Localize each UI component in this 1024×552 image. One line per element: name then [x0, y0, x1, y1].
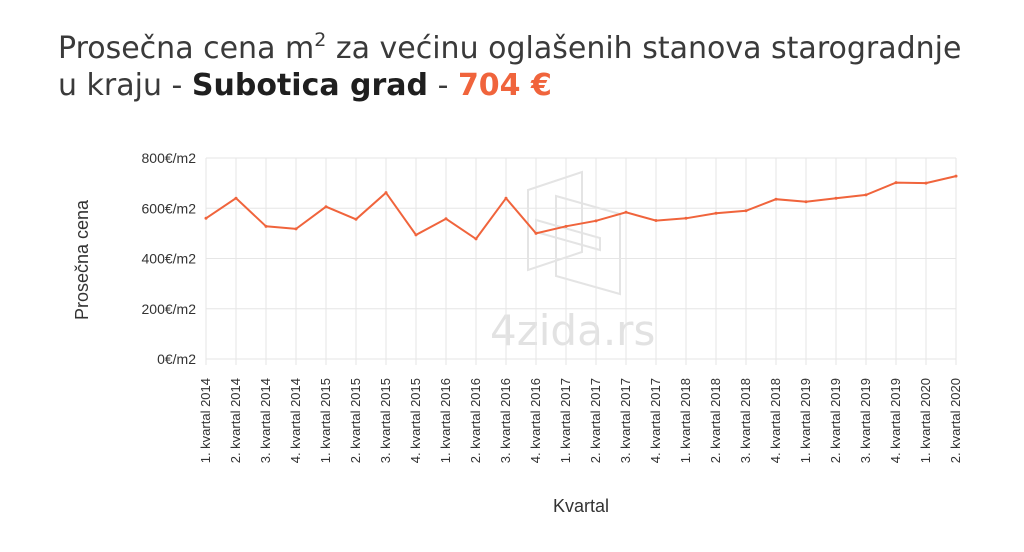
x-tick-label: 3. kvartal 2018 — [738, 378, 753, 463]
x-tick-label: 1. kvartal 2014 — [198, 378, 213, 463]
x-tick-label: 1. kvartal 2020 — [918, 378, 933, 463]
x-tick-label: 2. kvartal 2016 — [468, 378, 483, 463]
data-point — [534, 231, 538, 235]
y-tick-label: 0€/m2 — [157, 351, 196, 367]
data-point — [204, 216, 208, 220]
y-tick-label: 800€/m2 — [142, 150, 197, 166]
data-point — [234, 196, 238, 200]
x-tick-label: 1. kvartal 2018 — [678, 378, 693, 463]
data-point — [444, 217, 448, 221]
data-point — [594, 219, 598, 223]
data-point — [354, 217, 358, 221]
x-tick-label: 4. kvartal 2015 — [408, 378, 423, 463]
data-point — [774, 197, 778, 201]
data-point — [894, 181, 898, 185]
data-point — [834, 196, 838, 200]
watermark-text: 4zida.rs — [490, 306, 655, 355]
data-point — [954, 174, 958, 178]
data-point — [564, 224, 568, 228]
data-point — [294, 227, 298, 231]
x-tick-label: 3. kvartal 2014 — [258, 378, 273, 463]
x-tick-label: 2. kvartal 2020 — [948, 378, 963, 463]
title-location: Subotica grad — [191, 68, 429, 103]
data-point — [324, 205, 328, 209]
data-point — [744, 209, 748, 213]
data-point — [864, 193, 868, 197]
x-tick-label: 2. kvartal 2019 — [828, 378, 843, 463]
x-tick-label: 1. kvartal 2017 — [558, 378, 573, 463]
x-tick-label: 2. kvartal 2015 — [348, 378, 363, 463]
data-point — [474, 237, 478, 241]
x-tick-label: 1. kvartal 2015 — [318, 378, 333, 463]
data-point — [414, 233, 418, 237]
x-tick-label: 1. kvartal 2016 — [438, 378, 453, 463]
data-point — [384, 191, 388, 195]
grid — [205, 157, 957, 365]
x-tick-label: 2. kvartal 2014 — [228, 378, 243, 463]
y-tick-label: 400€/m2 — [142, 251, 197, 267]
x-tick-label: 4. kvartal 2018 — [768, 378, 783, 463]
data-point — [714, 211, 718, 215]
x-tick-label: 3. kvartal 2019 — [858, 378, 873, 463]
x-tick-label: 4. kvartal 2016 — [528, 378, 543, 463]
title-superscript: 2 — [314, 29, 327, 51]
data-point — [654, 219, 658, 223]
title-line1-suffix: za većinu oglašenih stanova starogradnje — [326, 31, 962, 66]
watermark: 4zida.rs — [490, 170, 655, 355]
x-tick-label: 2. kvartal 2017 — [588, 378, 603, 463]
data-point — [264, 224, 268, 228]
data-point — [504, 196, 508, 200]
title-line1-prefix: Prosečna cena m — [58, 31, 315, 66]
series-points — [204, 174, 958, 241]
data-point — [684, 216, 688, 220]
x-tick-label: 3. kvartal 2016 — [498, 378, 513, 463]
x-tick-label: 3. kvartal 2017 — [618, 378, 633, 463]
x-tick-label: 4. kvartal 2017 — [648, 378, 663, 463]
title-line2-prefix: u kraju - — [58, 68, 192, 103]
data-point — [924, 181, 928, 185]
x-tick-label: 3. kvartal 2015 — [378, 378, 393, 463]
title-separator: - — [428, 68, 458, 103]
x-axis-label: Kvartal — [553, 496, 609, 516]
y-axis-ticks: 0€/m2 200€/m2 400€/m2 600€/m2 800€/m2 — [142, 150, 197, 367]
series-line — [205, 175, 957, 241]
y-tick-label: 600€/m2 — [142, 200, 197, 216]
x-tick-label: 4. kvartal 2019 — [888, 378, 903, 463]
title-price: 704 € — [457, 68, 552, 103]
data-point — [624, 210, 628, 214]
chart-title: Prosečna cena m2 za većinu oglašenih sta… — [58, 30, 998, 104]
x-axis-ticks: 1. kvartal 2014 2. kvartal 2014 3. kvartal… — [198, 378, 963, 463]
data-point — [804, 200, 808, 204]
x-tick-label: 1. kvartal 2019 — [798, 378, 813, 463]
x-tick-label: 4. kvartal 2014 — [288, 378, 303, 463]
x-tick-label: 2. kvartal 2018 — [708, 378, 723, 463]
y-axis-label: Prosečna cena — [72, 199, 92, 320]
y-tick-label: 200€/m2 — [142, 301, 197, 317]
